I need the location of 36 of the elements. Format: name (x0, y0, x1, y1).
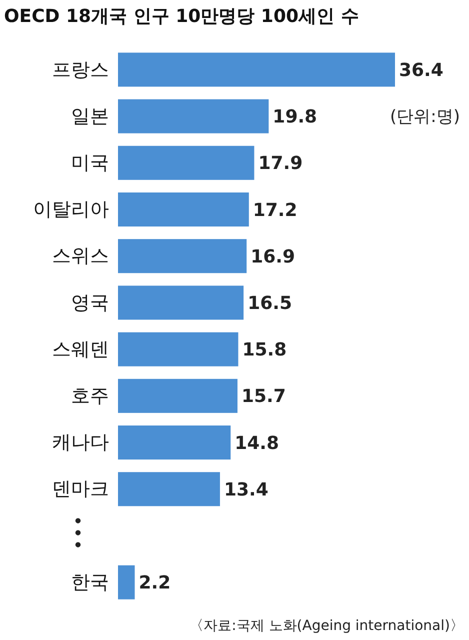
bar (118, 332, 238, 366)
data-label: 17.2 (252, 200, 298, 221)
y-tick-label: 영국 (71, 292, 109, 314)
y-tick-label: 덴마크 (52, 478, 109, 500)
bar (118, 52, 395, 87)
data-label: 15.8 (242, 340, 287, 361)
data-label: 16.5 (248, 292, 292, 314)
bar (118, 378, 238, 413)
y-tick-label: 프랑스 (52, 58, 109, 81)
bar (118, 472, 220, 506)
data-label: 15.7 (241, 386, 286, 408)
y-tick-label: 이탈리아 (33, 198, 109, 221)
data-label: 19.8 (272, 106, 318, 128)
data-label: 36.4 (399, 60, 444, 81)
bar (118, 99, 269, 134)
y-tick-label: 스위스 (52, 245, 109, 268)
bar (118, 239, 247, 274)
data-label: 14.8 (234, 432, 280, 454)
data-label: 16.9 (250, 246, 296, 268)
y-tick-label: 한국 (71, 571, 109, 594)
annotation: (단위:명) (390, 107, 460, 128)
data-label: 2.2 (138, 572, 171, 594)
bar (118, 192, 249, 226)
y-tick-label: 캐나다 (52, 432, 109, 454)
bar (118, 426, 231, 460)
y-tick-label: 일본 (71, 105, 109, 128)
bar (118, 146, 254, 180)
data-label: 13.4 (224, 479, 268, 500)
bar (118, 286, 244, 320)
chart-title: OECD 18개국 인구 10만명당 100세인 수 (4, 6, 359, 27)
y-tick-label: 미국 (71, 152, 109, 174)
bar (118, 565, 135, 600)
text: 〈자료:국제 노화(Ageing international)〉 (190, 618, 464, 634)
y-tick-label: 스웨덴 (52, 338, 109, 360)
y-tick-label: 호주 (71, 384, 109, 407)
data-label: 17.9 (258, 153, 303, 174)
